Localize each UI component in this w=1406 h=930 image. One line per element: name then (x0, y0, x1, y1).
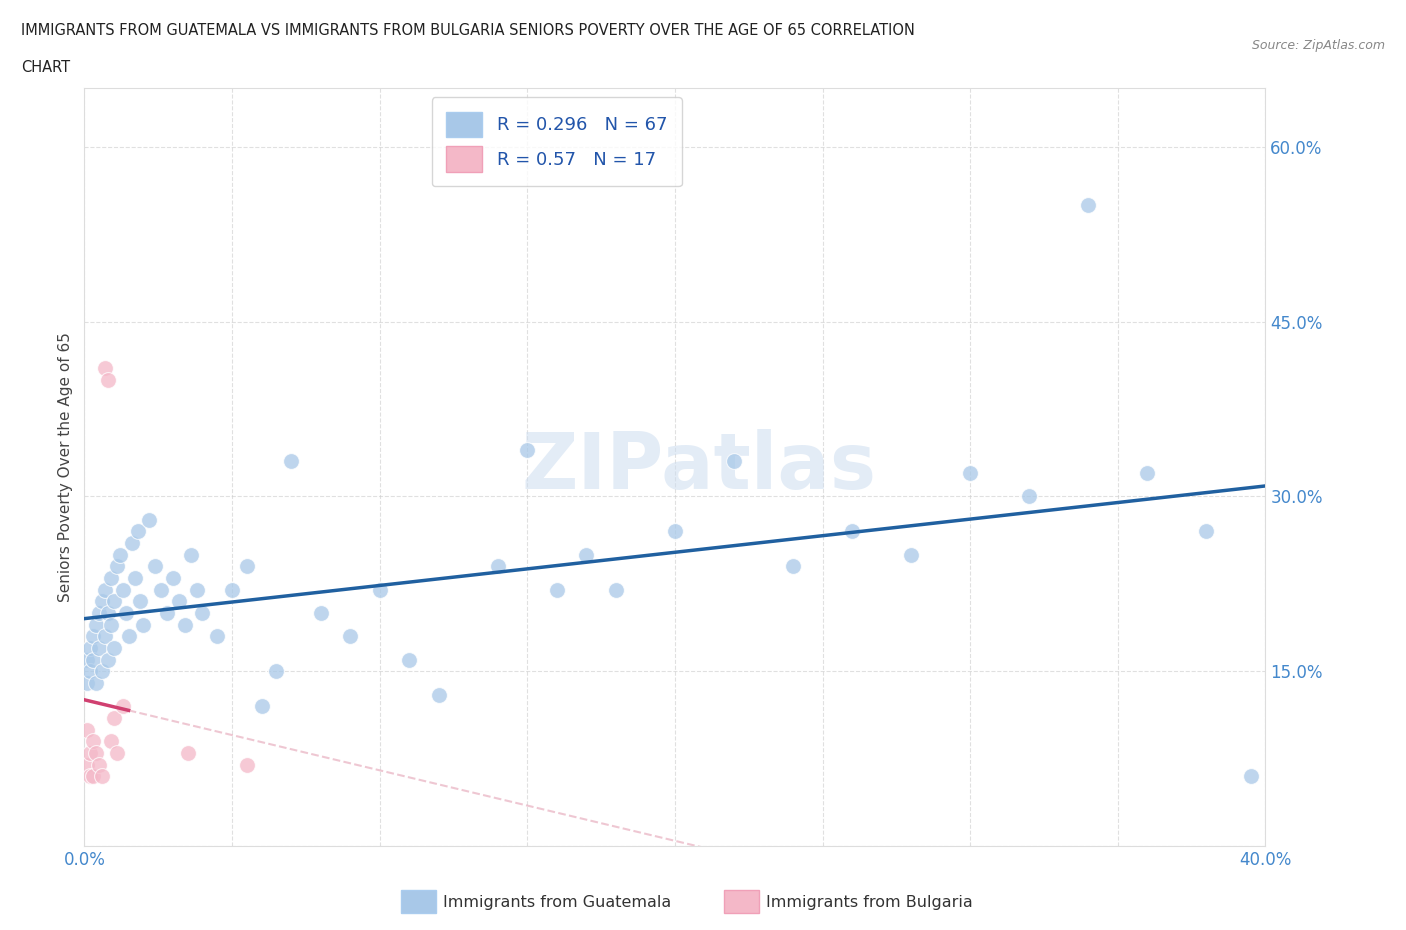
Point (114, 605, 136, 620)
Point (111, 582, 134, 597)
Point (82, 734, 104, 749)
Point (191, 605, 214, 620)
Point (900, 548, 922, 563)
Point (118, 629, 141, 644)
Point (94, 582, 117, 597)
Point (103, 594, 125, 609)
Point (108, 548, 131, 563)
Text: Immigrants from Guatemala: Immigrants from Guatemala (443, 895, 671, 910)
Point (82, 652, 104, 667)
Point (76, 675, 98, 690)
Point (87, 757, 111, 772)
Point (605, 582, 627, 597)
Point (1077, 197, 1099, 212)
Text: IMMIGRANTS FROM GUATEMALA VS IMMIGRANTS FROM BULGARIA SENIORS POVERTY OVER THE A: IMMIGRANTS FROM GUATEMALA VS IMMIGRANTS … (21, 23, 915, 38)
Text: ZIPatlas: ZIPatlas (522, 430, 876, 505)
Point (309, 605, 332, 620)
Point (76, 723, 98, 737)
Point (79, 769, 101, 784)
Point (87, 641, 111, 656)
Point (82, 769, 104, 784)
Point (167, 594, 190, 609)
Point (173, 618, 195, 632)
Point (546, 582, 568, 597)
Point (124, 571, 146, 586)
Point (1018, 489, 1040, 504)
Point (100, 734, 122, 749)
Point (91, 769, 114, 784)
Point (486, 559, 509, 574)
Point (79, 746, 101, 761)
Point (1195, 524, 1218, 538)
Point (138, 512, 160, 527)
Point (398, 652, 420, 667)
Point (100, 618, 122, 632)
Point (132, 618, 155, 632)
Point (129, 594, 152, 609)
Point (156, 605, 179, 620)
Legend: R = 0.296   N = 67, R = 0.57   N = 17: R = 0.296 N = 67, R = 0.57 N = 17 (432, 98, 682, 186)
Point (575, 548, 598, 563)
Point (427, 687, 450, 702)
Point (76, 652, 98, 667)
Point (79, 664, 101, 679)
Point (723, 454, 745, 469)
Point (103, 711, 125, 725)
Point (84, 746, 107, 761)
Point (150, 582, 173, 597)
Point (841, 524, 863, 538)
Point (221, 582, 243, 597)
Text: Immigrants from Bulgaria: Immigrants from Bulgaria (766, 895, 973, 910)
Y-axis label: Seniors Poverty Over the Age of 65: Seniors Poverty Over the Age of 65 (58, 332, 73, 603)
Point (79, 641, 101, 656)
Point (87, 605, 111, 620)
Point (235, 757, 259, 772)
Point (205, 629, 228, 644)
Point (177, 746, 200, 761)
Point (91, 594, 114, 609)
Point (105, 559, 128, 574)
Point (94, 361, 117, 376)
Text: Source: ZipAtlas.com: Source: ZipAtlas.com (1251, 39, 1385, 52)
Point (91, 664, 114, 679)
Point (782, 559, 804, 574)
Point (186, 582, 208, 597)
Point (143, 559, 166, 574)
Point (84, 675, 107, 690)
Text: CHART: CHART (21, 60, 70, 75)
Point (339, 629, 361, 644)
Point (1240, 769, 1263, 784)
Point (76, 757, 98, 772)
Point (127, 524, 149, 538)
Point (516, 443, 538, 458)
Point (264, 664, 288, 679)
Point (1136, 466, 1159, 481)
Point (84, 618, 107, 632)
Point (235, 559, 259, 574)
Point (111, 699, 134, 714)
Point (97, 372, 120, 387)
Point (97, 605, 120, 620)
Point (97, 652, 120, 667)
Point (280, 454, 302, 469)
Point (180, 548, 202, 563)
Point (121, 536, 143, 551)
Point (162, 571, 184, 586)
Point (959, 466, 981, 481)
Point (368, 582, 391, 597)
Point (100, 571, 122, 586)
Point (105, 746, 128, 761)
Point (250, 699, 273, 714)
Point (664, 524, 686, 538)
Point (94, 629, 117, 644)
Point (82, 629, 104, 644)
Point (103, 641, 125, 656)
